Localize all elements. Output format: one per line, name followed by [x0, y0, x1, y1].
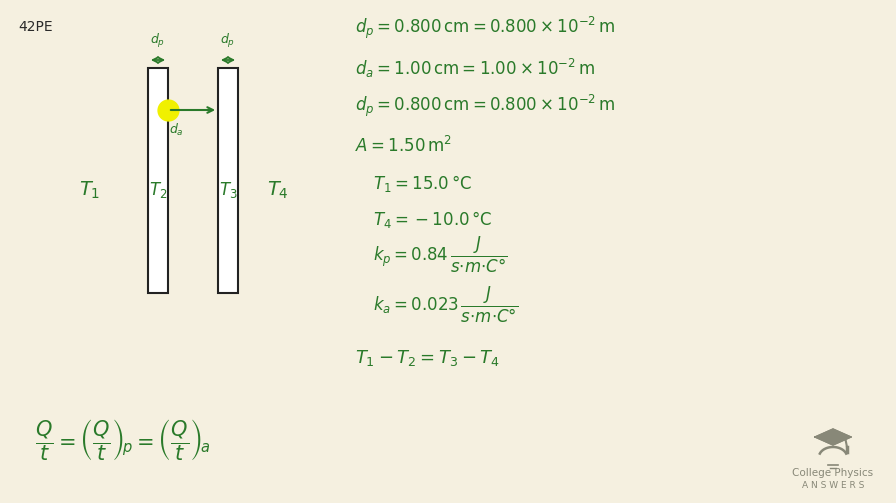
Text: $d_a = 1.00\,\mathrm{cm} = 1.00\times 10^{-2}\,\mathrm{m}$: $d_a = 1.00\,\mathrm{cm} = 1.00\times 10…: [355, 56, 595, 79]
Text: $T_1$: $T_1$: [80, 180, 100, 201]
Text: $k_a = 0.023\,\dfrac{J}{s{\cdot}m{\cdot}C{°}}$: $k_a = 0.023\,\dfrac{J}{s{\cdot}m{\cdot}…: [373, 285, 518, 325]
Text: $d_a$: $d_a$: [169, 122, 184, 138]
Text: $A = 1.50\,\mathrm{m}^2$: $A = 1.50\,\mathrm{m}^2$: [355, 136, 452, 156]
Text: $T_3$: $T_3$: [219, 180, 237, 200]
Text: 42PE: 42PE: [18, 20, 53, 34]
Text: $T_2$: $T_2$: [149, 180, 168, 200]
Text: $T_1 - T_2 = T_3 - T_4$: $T_1 - T_2 = T_3 - T_4$: [355, 348, 500, 368]
Text: $\dfrac{Q}{t} = \left(\dfrac{Q}{t}\right)_{\!p} = \left(\dfrac{Q}{t}\right)_{\!a: $\dfrac{Q}{t} = \left(\dfrac{Q}{t}\right…: [35, 417, 211, 463]
Text: College Physics: College Physics: [792, 468, 874, 478]
Text: $d_p$: $d_p$: [220, 32, 236, 50]
Text: A N S W E R S: A N S W E R S: [802, 480, 864, 489]
Text: $k_p = 0.84\,\dfrac{J}{s{\cdot}m{\cdot}C{°}}$: $k_p = 0.84\,\dfrac{J}{s{\cdot}m{\cdot}C…: [373, 235, 507, 275]
Bar: [148, 68, 168, 293]
Text: $T_4$: $T_4$: [267, 180, 289, 201]
Text: $d_p = 0.800\,\mathrm{cm} = 0.800\times 10^{-2}\,\mathrm{m}$: $d_p = 0.800\,\mathrm{cm} = 0.800\times …: [355, 15, 616, 41]
Polygon shape: [815, 429, 851, 445]
Text: $d_p = 0.800\,\mathrm{cm} = 0.800\times10^{-2}\,\mathrm{m}$: $d_p = 0.800\,\mathrm{cm} = 0.800\times1…: [355, 93, 616, 119]
Text: $T_4 = -10.0\,{°}\mathrm{C}$: $T_4 = -10.0\,{°}\mathrm{C}$: [373, 210, 493, 230]
Text: $d_p$: $d_p$: [151, 32, 166, 50]
Text: $T_1 = 15.0\,{°}\mathrm{C}$: $T_1 = 15.0\,{°}\mathrm{C}$: [373, 173, 472, 194]
Bar: [218, 68, 238, 293]
